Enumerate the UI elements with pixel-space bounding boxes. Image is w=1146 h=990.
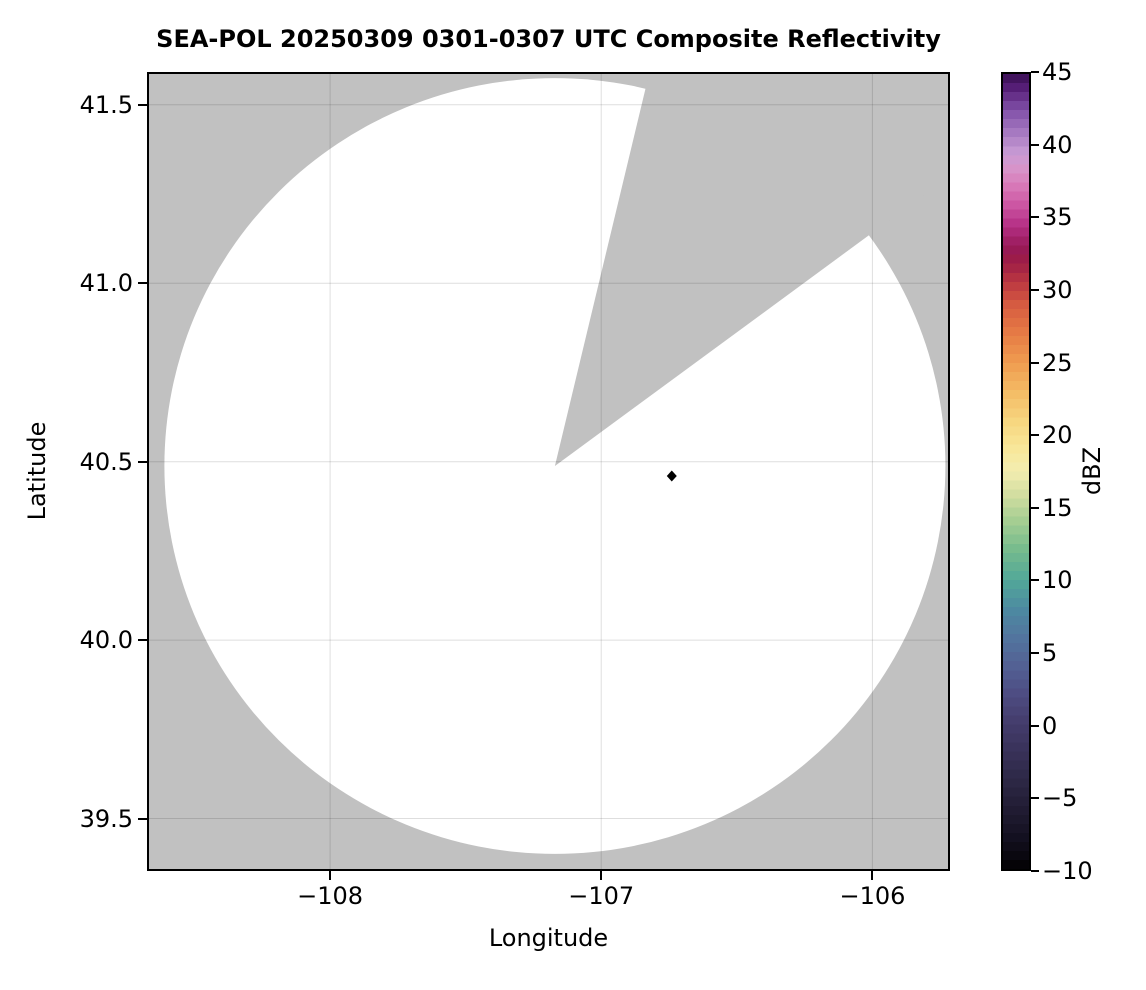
colorbar-tick-mark: [1031, 71, 1039, 73]
colorbar-tick-label: 45: [1042, 58, 1073, 86]
colorbar-gradient: [1003, 74, 1029, 869]
x-axis-label: Longitude: [488, 924, 609, 952]
y-tick-label: 41.0: [79, 269, 133, 298]
x-tick-label: −107: [568, 882, 635, 910]
y-tick-mark: [138, 282, 147, 285]
x-tick-mark: [871, 871, 874, 880]
y-tick-mark: [138, 639, 147, 642]
colorbar-tick-mark: [1031, 724, 1039, 727]
y-tick-label: 39.5: [79, 804, 133, 833]
colorbar-tick-label: 5: [1042, 639, 1058, 668]
colorbar-tick-label: 30: [1042, 275, 1073, 304]
y-tick-label: 40.0: [79, 626, 133, 655]
colorbar-tick-label: 15: [1042, 493, 1073, 522]
colorbar-tick-label: 0: [1042, 711, 1058, 740]
colorbar-axis-label-text: dBZ: [1078, 446, 1106, 496]
y-tick-label: 40.5: [79, 447, 133, 476]
y-tick-label: 41.5: [79, 90, 133, 119]
y-tick-mark: [138, 460, 147, 463]
y-tick-mark: [138, 817, 147, 820]
colorbar-tick-label: −5: [1042, 784, 1078, 813]
colorbar-tick-mark: [1031, 143, 1039, 146]
colorbar-tick-mark: [1031, 652, 1039, 655]
x-tick-label: −106: [839, 882, 906, 910]
colorbar-tick-mark: [1031, 579, 1039, 582]
colorbar-tick-label: 10: [1042, 566, 1073, 595]
plot-border: [147, 72, 950, 871]
colorbar-tick-label: 25: [1042, 348, 1073, 377]
colorbar-tick-mark: [1031, 288, 1039, 291]
colorbar-tick-mark: [1031, 434, 1039, 437]
colorbar-axis-label: dBZ: [1078, 376, 1108, 566]
colorbar-tick-mark: [1031, 797, 1039, 800]
colorbar-tick-mark: [1031, 506, 1039, 509]
colorbar-tick-label: 20: [1042, 421, 1073, 450]
colorbar-tick-mark: [1031, 870, 1039, 872]
chart-title: SEA-POL 20250309 0301-0307 UTC Composite…: [156, 25, 941, 53]
colorbar-tick-label: −10: [1042, 857, 1093, 885]
colorbar: [1001, 72, 1031, 871]
x-tick-mark: [600, 871, 603, 880]
plot-area: [147, 72, 950, 871]
colorbar-tick-mark: [1031, 216, 1039, 219]
x-tick-label: −108: [297, 882, 363, 910]
blocked-sector-wedge: [554, 72, 950, 466]
echo-point-marker: [666, 470, 677, 482]
y-tick-mark: [138, 103, 147, 106]
colorbar-tick-label: 35: [1042, 203, 1073, 232]
x-tick-mark: [329, 871, 332, 880]
colorbar-tick-mark: [1031, 361, 1039, 364]
colorbar-tick-label: 40: [1042, 130, 1073, 159]
